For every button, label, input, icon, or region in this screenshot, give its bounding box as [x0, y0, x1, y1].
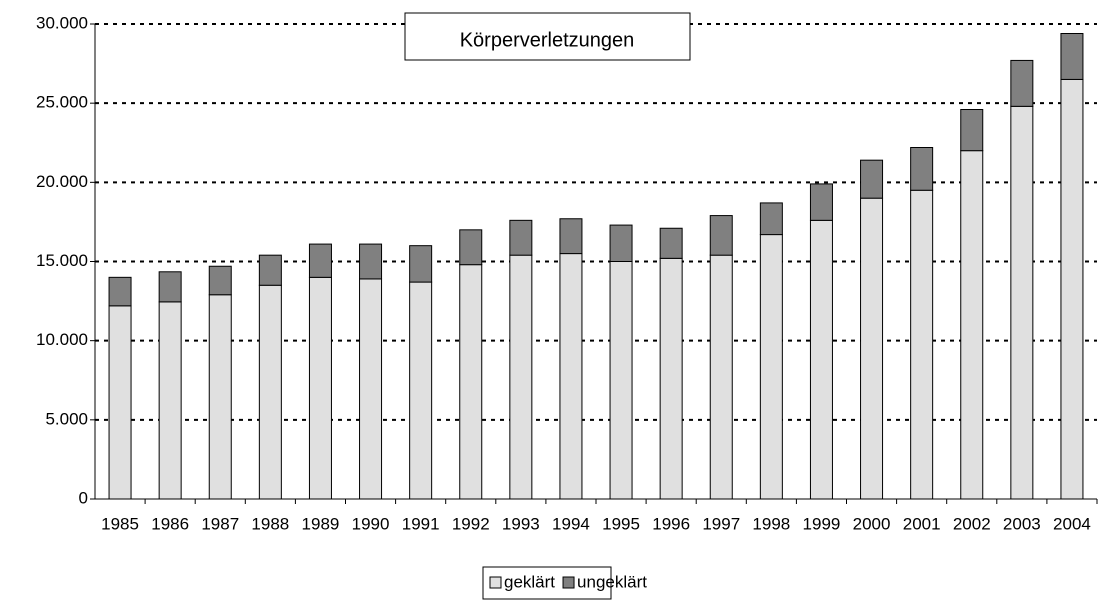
bar-segment	[759, 202, 783, 236]
y-tick-label: 10.000	[36, 330, 88, 349]
legend-swatch	[562, 576, 575, 589]
bar-segment	[459, 264, 483, 500]
y-tick-label: 30.000	[36, 13, 88, 32]
x-tick-label: 1996	[652, 514, 690, 533]
x-tick-label: 1998	[752, 514, 790, 533]
x-tick-label: 1989	[302, 514, 340, 533]
bar-segment	[910, 189, 934, 500]
x-tick-label: 2001	[903, 514, 941, 533]
x-tick-label: 1988	[251, 514, 289, 533]
bar-segment	[108, 305, 132, 500]
bar-segment	[860, 159, 884, 199]
x-tick-label: 1987	[201, 514, 239, 533]
bar-segment	[158, 301, 182, 500]
bar-segment	[709, 215, 733, 256]
bar-segment	[1060, 78, 1084, 500]
bar-segment	[158, 271, 182, 303]
y-tick-label: 5.000	[45, 409, 88, 428]
title-box	[404, 12, 691, 61]
bar-segment	[359, 278, 383, 500]
bar-segment	[308, 276, 332, 500]
x-tick-label: 2004	[1053, 514, 1091, 533]
bar-segment	[359, 243, 383, 280]
x-tick-label: 1993	[502, 514, 540, 533]
bar-segment	[509, 254, 533, 500]
bar-segment	[759, 234, 783, 500]
y-tick-label: 0	[79, 488, 88, 507]
bar-segment	[459, 229, 483, 266]
bar-segment	[809, 183, 833, 221]
bar-segment	[1060, 33, 1084, 80]
bar-segment	[559, 253, 583, 500]
legend-label: ungeklärt	[577, 572, 647, 591]
x-tick-label: 1995	[602, 514, 640, 533]
bar-segment	[308, 243, 332, 278]
y-tick-label: 15.000	[36, 251, 88, 270]
x-tick-label: 1991	[402, 514, 440, 533]
bar-segment	[609, 261, 633, 500]
bar-segment	[509, 219, 533, 256]
bar-segment	[960, 109, 984, 152]
bar-segment	[609, 224, 633, 262]
x-tick-label: 1999	[803, 514, 841, 533]
x-tick-label: 1985	[101, 514, 139, 533]
bar-segment	[960, 150, 984, 500]
x-tick-label: 1990	[352, 514, 390, 533]
bar-segment	[809, 219, 833, 500]
y-tick-label: 25.000	[36, 93, 88, 112]
bar-segment	[1010, 105, 1034, 500]
legend-swatch	[489, 576, 502, 589]
bar-segment	[258, 284, 282, 500]
y-tick-label: 20.000	[36, 172, 88, 191]
bar-segment	[208, 294, 232, 500]
bar-segment	[659, 257, 683, 500]
chart-title: Körperverletzungen	[460, 29, 635, 51]
x-tick-label: 1994	[552, 514, 590, 533]
x-tick-label: 1992	[452, 514, 490, 533]
x-tick-label: 1997	[702, 514, 740, 533]
bar-segment	[409, 281, 433, 500]
bar-segment	[860, 197, 884, 500]
bar-segment	[108, 276, 132, 307]
bar-segment	[559, 218, 583, 255]
x-tick-label: 2002	[953, 514, 991, 533]
bar-segment	[1010, 59, 1034, 107]
x-tick-label: 2003	[1003, 514, 1041, 533]
bar-segment	[910, 147, 934, 191]
bar-segment	[409, 245, 433, 283]
legend-label: geklärt	[504, 572, 555, 591]
x-tick-label: 1986	[151, 514, 189, 533]
bar-segment	[208, 265, 232, 296]
bar-segment	[709, 254, 733, 500]
legend-box	[482, 566, 612, 600]
x-tick-label: 2000	[853, 514, 891, 533]
bar-segment	[659, 227, 683, 259]
bar-segment	[258, 254, 282, 286]
